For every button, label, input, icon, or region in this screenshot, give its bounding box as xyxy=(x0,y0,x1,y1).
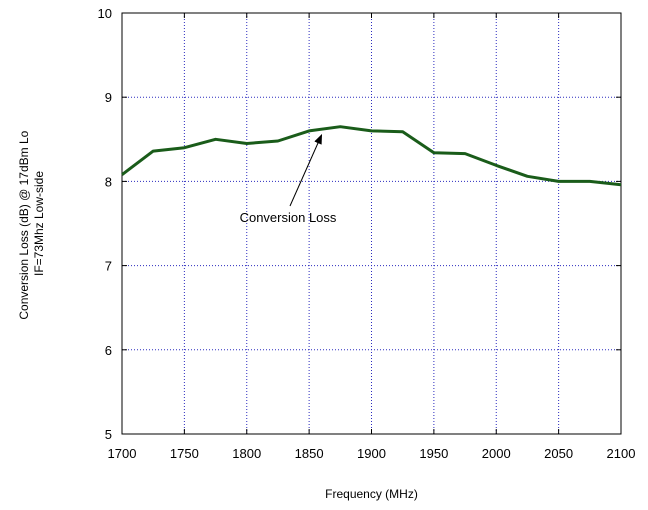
series xyxy=(121,125,622,187)
annotation-label: Conversion Loss xyxy=(240,210,337,225)
x-tick-label: 1750 xyxy=(170,446,199,461)
y-tick-label: 10 xyxy=(98,6,112,21)
x-tick-label: 1850 xyxy=(295,446,324,461)
y-tick-label: 7 xyxy=(105,259,112,274)
y-axis-title-line-2: IF=73Mhz Low-side xyxy=(32,171,46,276)
annotation-arrow xyxy=(289,133,323,207)
axis-ticks: 1700 1750 1800 1850 1900 1950 2000 2050 2100 5 6 7 8… xyxy=(98,6,636,461)
x-tick-label: 1900 xyxy=(357,446,386,461)
x-tick-label: 2000 xyxy=(482,446,511,461)
y-axis-title: Conversion Loss (dB) @ 17dBm Lo IF=73Mhz… xyxy=(17,127,46,319)
x-tick-label: 1700 xyxy=(108,446,137,461)
y-tick-label: 8 xyxy=(105,174,112,189)
grid xyxy=(122,13,621,434)
x-axis-title: Frequency (MHz) xyxy=(325,487,418,501)
y-tick-label: 9 xyxy=(105,90,112,105)
x-tick-label: 1950 xyxy=(419,446,448,461)
y-tick-label: 6 xyxy=(105,343,112,358)
x-tick-label: 2050 xyxy=(544,446,573,461)
y-axis-title-line-1: Conversion Loss (dB) @ 17dBm Lo xyxy=(17,130,31,319)
y-tick-label: 5 xyxy=(105,427,112,442)
x-tick-label: 1800 xyxy=(232,446,261,461)
annotations: Conversion Loss xyxy=(240,133,337,225)
x-tick-label: 2100 xyxy=(607,446,636,461)
series-line xyxy=(121,125,622,187)
